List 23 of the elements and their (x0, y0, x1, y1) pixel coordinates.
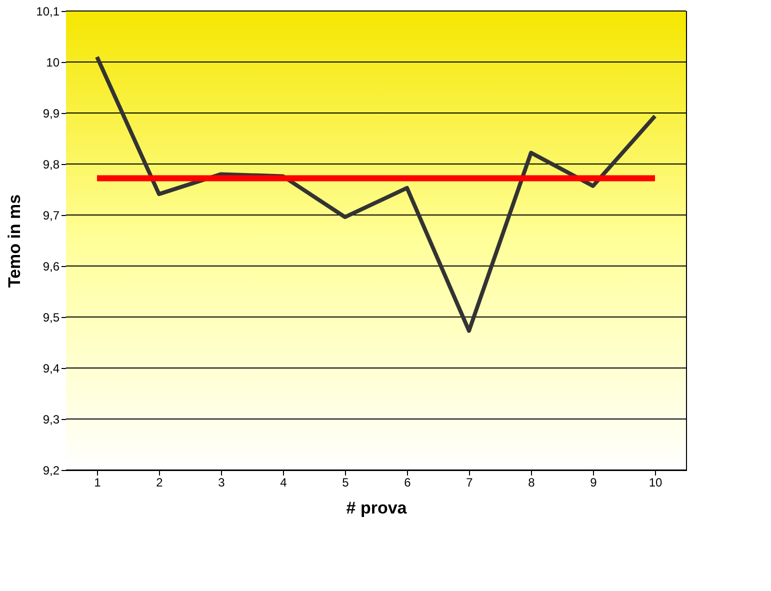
y-tick-label: 9,3 (42, 412, 60, 426)
y-tick-label: 9,4 (42, 362, 60, 376)
x-tick-label: 7 (466, 476, 474, 490)
x-tick-label: 8 (528, 476, 536, 490)
y-tick-label: 9,5 (42, 310, 60, 324)
x-tick-label: 10 (648, 476, 662, 490)
y-tick-label: 9,2 (42, 464, 60, 478)
y-tick-label: 9,8 (42, 158, 60, 172)
y-axis-title: Temo in ms (5, 194, 24, 288)
y-tick-label: 9,9 (42, 106, 60, 120)
x-tick-label: 1 (94, 476, 102, 490)
x-tick-label: 5 (342, 476, 350, 490)
x-tick-label: 9 (590, 476, 598, 490)
y-tick-label: 10 (46, 56, 60, 70)
x-tick-label: 2 (156, 476, 164, 490)
x-tick-label: 6 (404, 476, 412, 490)
y-tick-label: 9,7 (42, 208, 60, 222)
y-tick-label: 10,1 (36, 4, 60, 18)
line-series (95, 54, 657, 333)
x-tick-label: 3 (218, 476, 226, 490)
x-axis-title: # prova (346, 498, 408, 518)
y-tick-label: 9,6 (42, 260, 60, 274)
x-tick-label: 4 (280, 476, 288, 490)
